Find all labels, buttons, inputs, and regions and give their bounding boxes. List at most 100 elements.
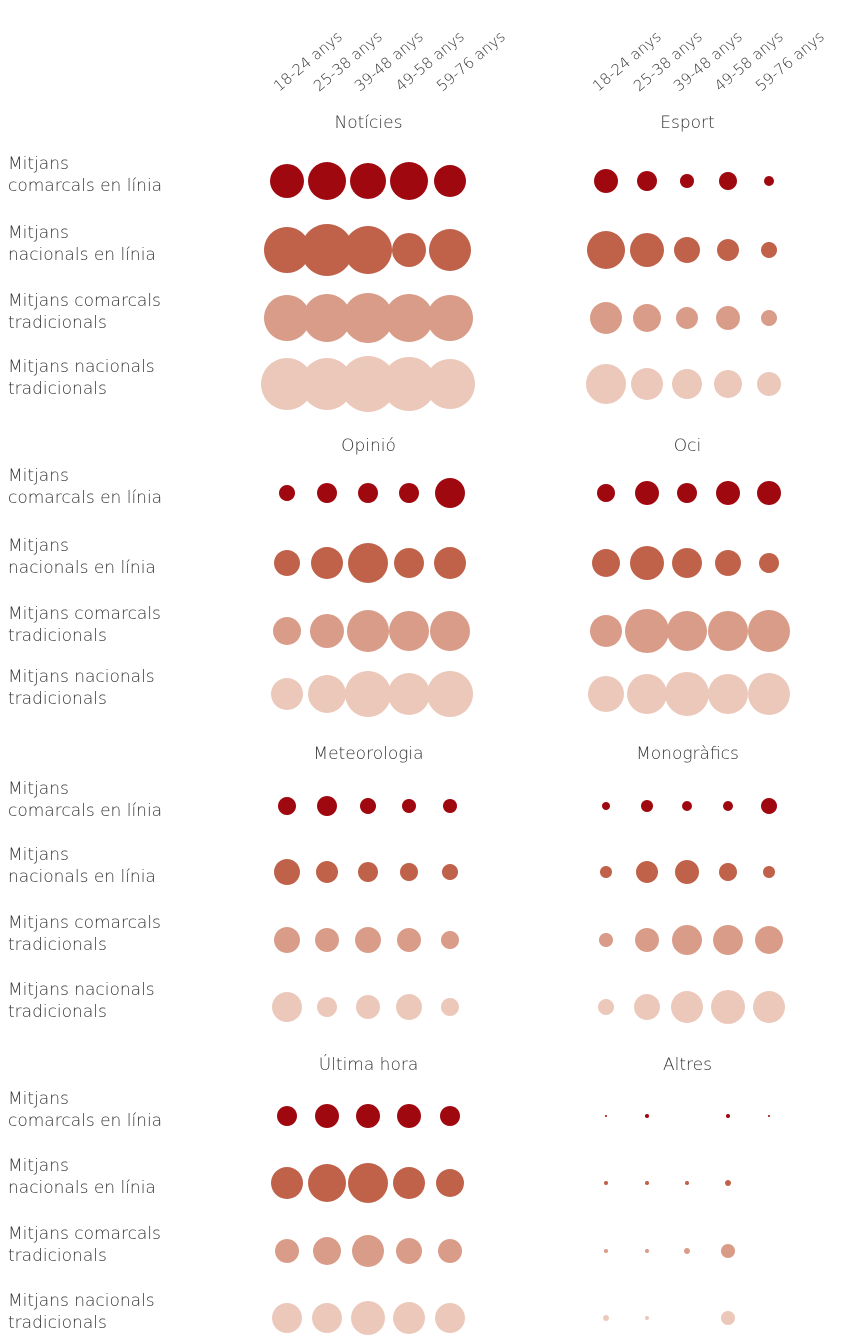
row-label: Mitjans comarcals tradicionals <box>8 1224 161 1266</box>
bubble <box>764 176 774 186</box>
bubble <box>311 547 343 579</box>
bubble <box>674 237 700 263</box>
bubble <box>313 1237 341 1265</box>
bubble <box>278 797 296 815</box>
bubble <box>625 609 669 653</box>
bubble <box>356 1104 380 1128</box>
bubble <box>757 372 781 396</box>
bubble <box>599 933 613 947</box>
bubble <box>633 304 661 332</box>
bubble <box>667 611 707 651</box>
bubble <box>438 1239 462 1263</box>
bubble <box>400 863 418 881</box>
bubble <box>598 999 614 1015</box>
row-label: Mitjans nacionals tradicionals <box>8 1291 155 1333</box>
bubble <box>308 162 346 200</box>
bubble <box>397 1104 421 1128</box>
panel-title: Oci <box>674 436 701 456</box>
bubble <box>768 1115 770 1117</box>
bubble <box>427 671 473 717</box>
bubble <box>442 864 458 880</box>
bubble <box>310 614 344 648</box>
bubble <box>316 861 338 883</box>
bubble <box>675 860 699 884</box>
bubble <box>356 995 380 1019</box>
bubble <box>440 1106 460 1126</box>
row-label: Mitjans nacionals tradicionals <box>8 667 155 709</box>
bubble <box>753 991 785 1023</box>
bubble <box>443 799 457 813</box>
bubble <box>427 295 473 341</box>
bubble <box>264 295 310 341</box>
bubble <box>587 231 625 269</box>
bubble <box>308 675 346 713</box>
bubble <box>351 1301 385 1335</box>
row-label: Mitjans nacionals en línia <box>8 1156 156 1198</box>
bubble <box>635 481 659 505</box>
bubble <box>671 991 703 1023</box>
bubble <box>355 927 381 953</box>
bubble <box>682 801 692 811</box>
bubble <box>721 1244 735 1258</box>
bubble <box>399 483 419 503</box>
bubble <box>436 1169 464 1197</box>
panel-title: Monogràfics <box>636 744 739 764</box>
bubble <box>348 543 388 583</box>
bubble <box>275 1239 299 1263</box>
bubble <box>672 369 702 399</box>
bubble <box>343 293 393 343</box>
bubble <box>358 483 378 503</box>
bubble <box>711 990 745 1024</box>
bubble <box>637 171 657 191</box>
bubble <box>641 800 653 812</box>
bubble <box>271 1167 303 1199</box>
bubble <box>345 671 391 717</box>
bubble <box>393 1167 425 1199</box>
bubble <box>430 611 470 651</box>
bubble <box>714 370 742 398</box>
row-label: Mitjans nacionals tradicionals <box>8 357 155 399</box>
bubble <box>602 802 610 810</box>
bubble <box>761 242 777 258</box>
bubble <box>715 550 741 576</box>
bubble <box>279 485 295 501</box>
bubble <box>590 615 622 647</box>
bubble <box>590 302 622 334</box>
bubble <box>390 162 428 200</box>
bubble <box>645 1181 649 1185</box>
bubble <box>588 676 624 712</box>
bubble <box>725 1180 731 1186</box>
bubble <box>717 239 739 261</box>
bubble <box>388 673 430 715</box>
panel-title: Opinió <box>341 436 396 456</box>
bubble <box>397 928 421 952</box>
bubble <box>592 549 620 577</box>
bubble <box>761 798 777 814</box>
bubble <box>272 1303 302 1333</box>
bubble <box>434 165 466 197</box>
bubble <box>684 1248 690 1254</box>
bubble <box>348 1163 388 1203</box>
bubble <box>358 862 378 882</box>
bubble <box>630 546 664 580</box>
bubble <box>594 169 618 193</box>
row-label: Mitjans nacionals en línia <box>8 845 156 887</box>
panel-title: Notícies <box>335 113 403 133</box>
bubble <box>394 548 424 578</box>
panel-title: Esport <box>660 113 714 133</box>
bubble <box>274 859 300 885</box>
bubble <box>586 364 626 404</box>
bubble <box>761 310 777 326</box>
bubble <box>315 1104 339 1128</box>
bubble <box>315 928 339 952</box>
panel-title: Última hora <box>319 1053 419 1075</box>
bubble <box>270 164 304 198</box>
row-label: Mitjans nacionals tradicionals <box>8 980 155 1022</box>
row-label: Mitjans comarcals tradicionals <box>8 604 161 646</box>
row-label: Mitjans comarcals en línia <box>8 779 162 821</box>
row-label: Mitjans comarcals tradicionals <box>8 913 161 955</box>
bubble <box>719 863 737 881</box>
bubble <box>726 1114 730 1118</box>
bubble <box>272 992 302 1022</box>
